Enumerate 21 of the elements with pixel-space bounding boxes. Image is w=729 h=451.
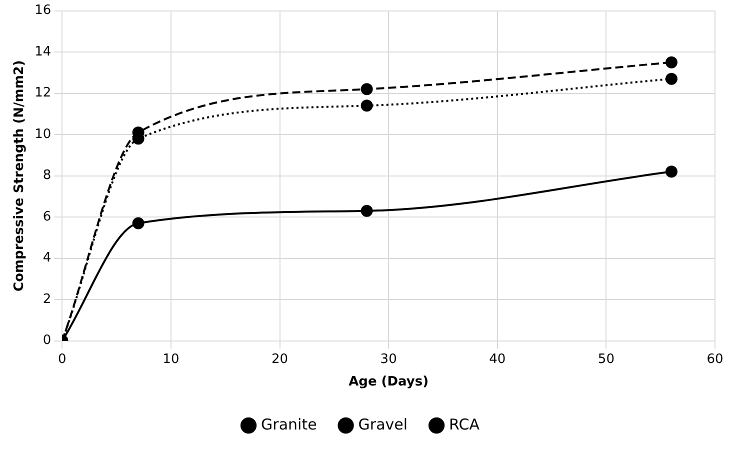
x-tick-label: 50 [598, 352, 614, 367]
x-tick-label: 30 [380, 352, 397, 367]
y-axis-title: Compressive Strength (N/mm2) [12, 60, 28, 292]
x-axis-title: Age (Days) [348, 374, 429, 390]
y-tick-label: 8 [42, 168, 52, 184]
legend-label: Gravel [358, 415, 408, 434]
x-tick-label: 20 [271, 352, 288, 367]
y-tick-label: 6 [42, 209, 52, 224]
x-tick-label: 40 [489, 352, 506, 367]
y-tick-label: 16 [34, 3, 52, 18]
x-tick-label: 60 [706, 352, 724, 367]
y-tick-label: 4 [42, 250, 52, 266]
y-tick-label: 10 [34, 126, 52, 142]
y-tick-label: 14 [34, 44, 52, 60]
legend-label: Granite [261, 415, 317, 434]
y-tick-label: 0 [42, 333, 52, 348]
x-tick-label: 0 [58, 352, 66, 367]
legend-label: RCA [449, 415, 480, 434]
y-tick-label: 12 [34, 86, 52, 101]
x-tick-label: 10 [162, 352, 180, 367]
y-tick-label: 2 [42, 292, 52, 307]
